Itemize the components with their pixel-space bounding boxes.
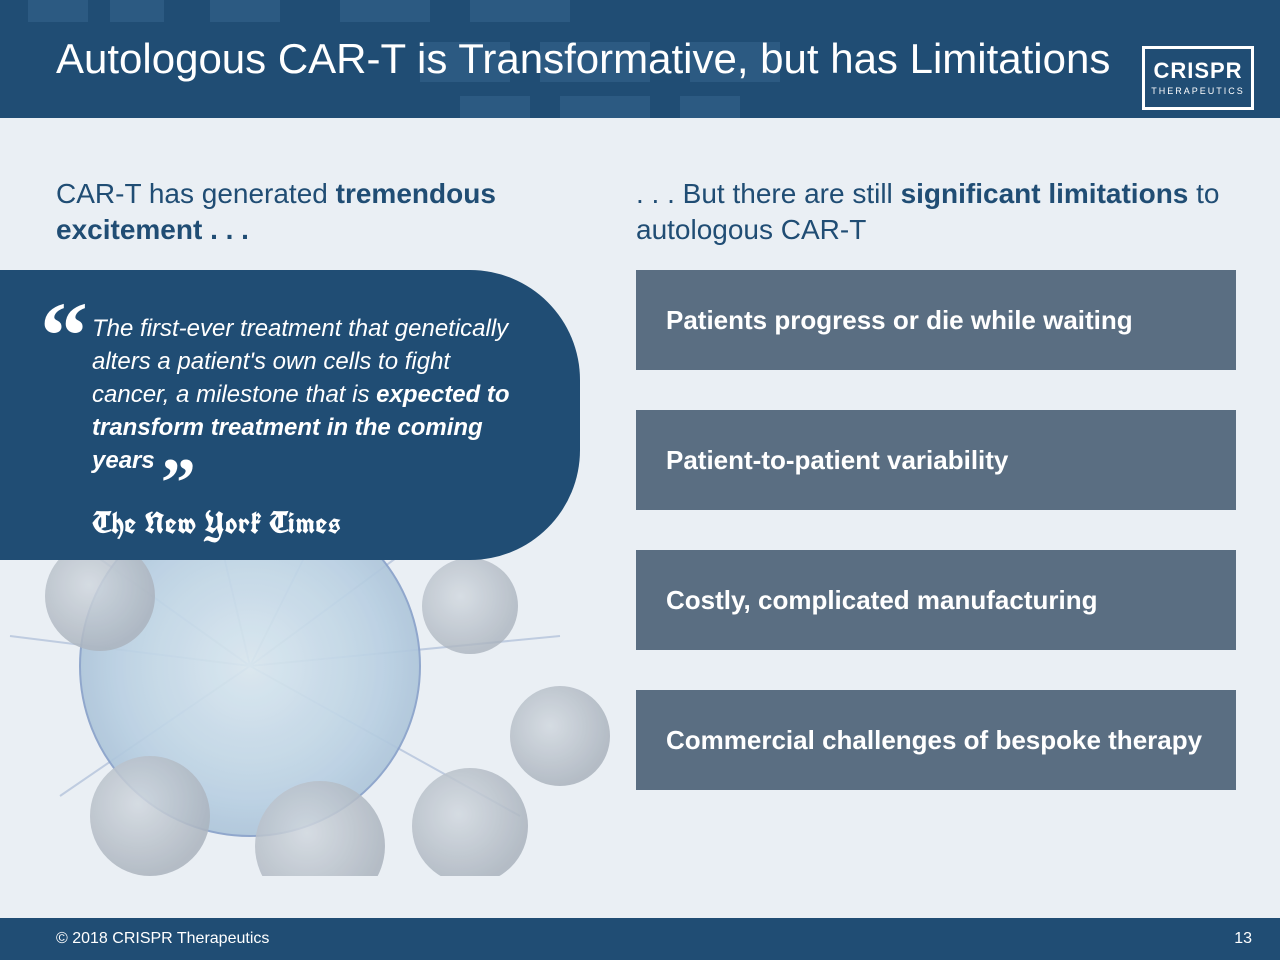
quote-text: The first-ever treatment that geneticall…	[92, 312, 532, 478]
logo-line2: THERAPEUTICS	[1151, 86, 1245, 96]
slide-header: Autologous CAR-T is Transformative, but …	[0, 0, 1280, 118]
company-logo: CRISPR THERAPEUTICS	[1142, 46, 1254, 110]
right-heading: . . . But there are still significant li…	[636, 176, 1226, 249]
limitation-item: Commercial challenges of bespoke therapy	[636, 690, 1236, 790]
right-heading-pre: . . . But there are still	[636, 178, 901, 209]
limitations-list: Patients progress or die while waiting P…	[636, 270, 1236, 830]
slide-title: Autologous CAR-T is Transformative, but …	[56, 35, 1110, 83]
right-heading-bold: significant limitations	[901, 178, 1189, 209]
left-heading-pre: CAR-T has generated	[56, 178, 336, 209]
footer-copyright: © 2018 CRISPR Therapeutics	[56, 930, 269, 948]
open-quote-icon: “	[40, 288, 88, 384]
limitation-item: Costly, complicated manufacturing	[636, 550, 1236, 650]
slide-body: CAR-T has generated tremendous excitemen…	[0, 118, 1280, 918]
quote-panel: “ The first-ever treatment that genetica…	[0, 270, 580, 560]
limitation-item: Patients progress or die while waiting	[636, 270, 1236, 370]
limitation-item: Patient-to-patient variability	[636, 410, 1236, 510]
slide: Autologous CAR-T is Transformative, but …	[0, 0, 1280, 960]
logo-line1: CRISPR	[1153, 60, 1242, 82]
slide-footer: © 2018 CRISPR Therapeutics 13	[0, 918, 1280, 960]
close-quote-icon: ”	[161, 477, 196, 491]
footer-page-number: 13	[1234, 930, 1252, 948]
quote-source: The New York Times	[92, 504, 532, 543]
left-heading: CAR-T has generated tremendous excitemen…	[56, 176, 556, 249]
